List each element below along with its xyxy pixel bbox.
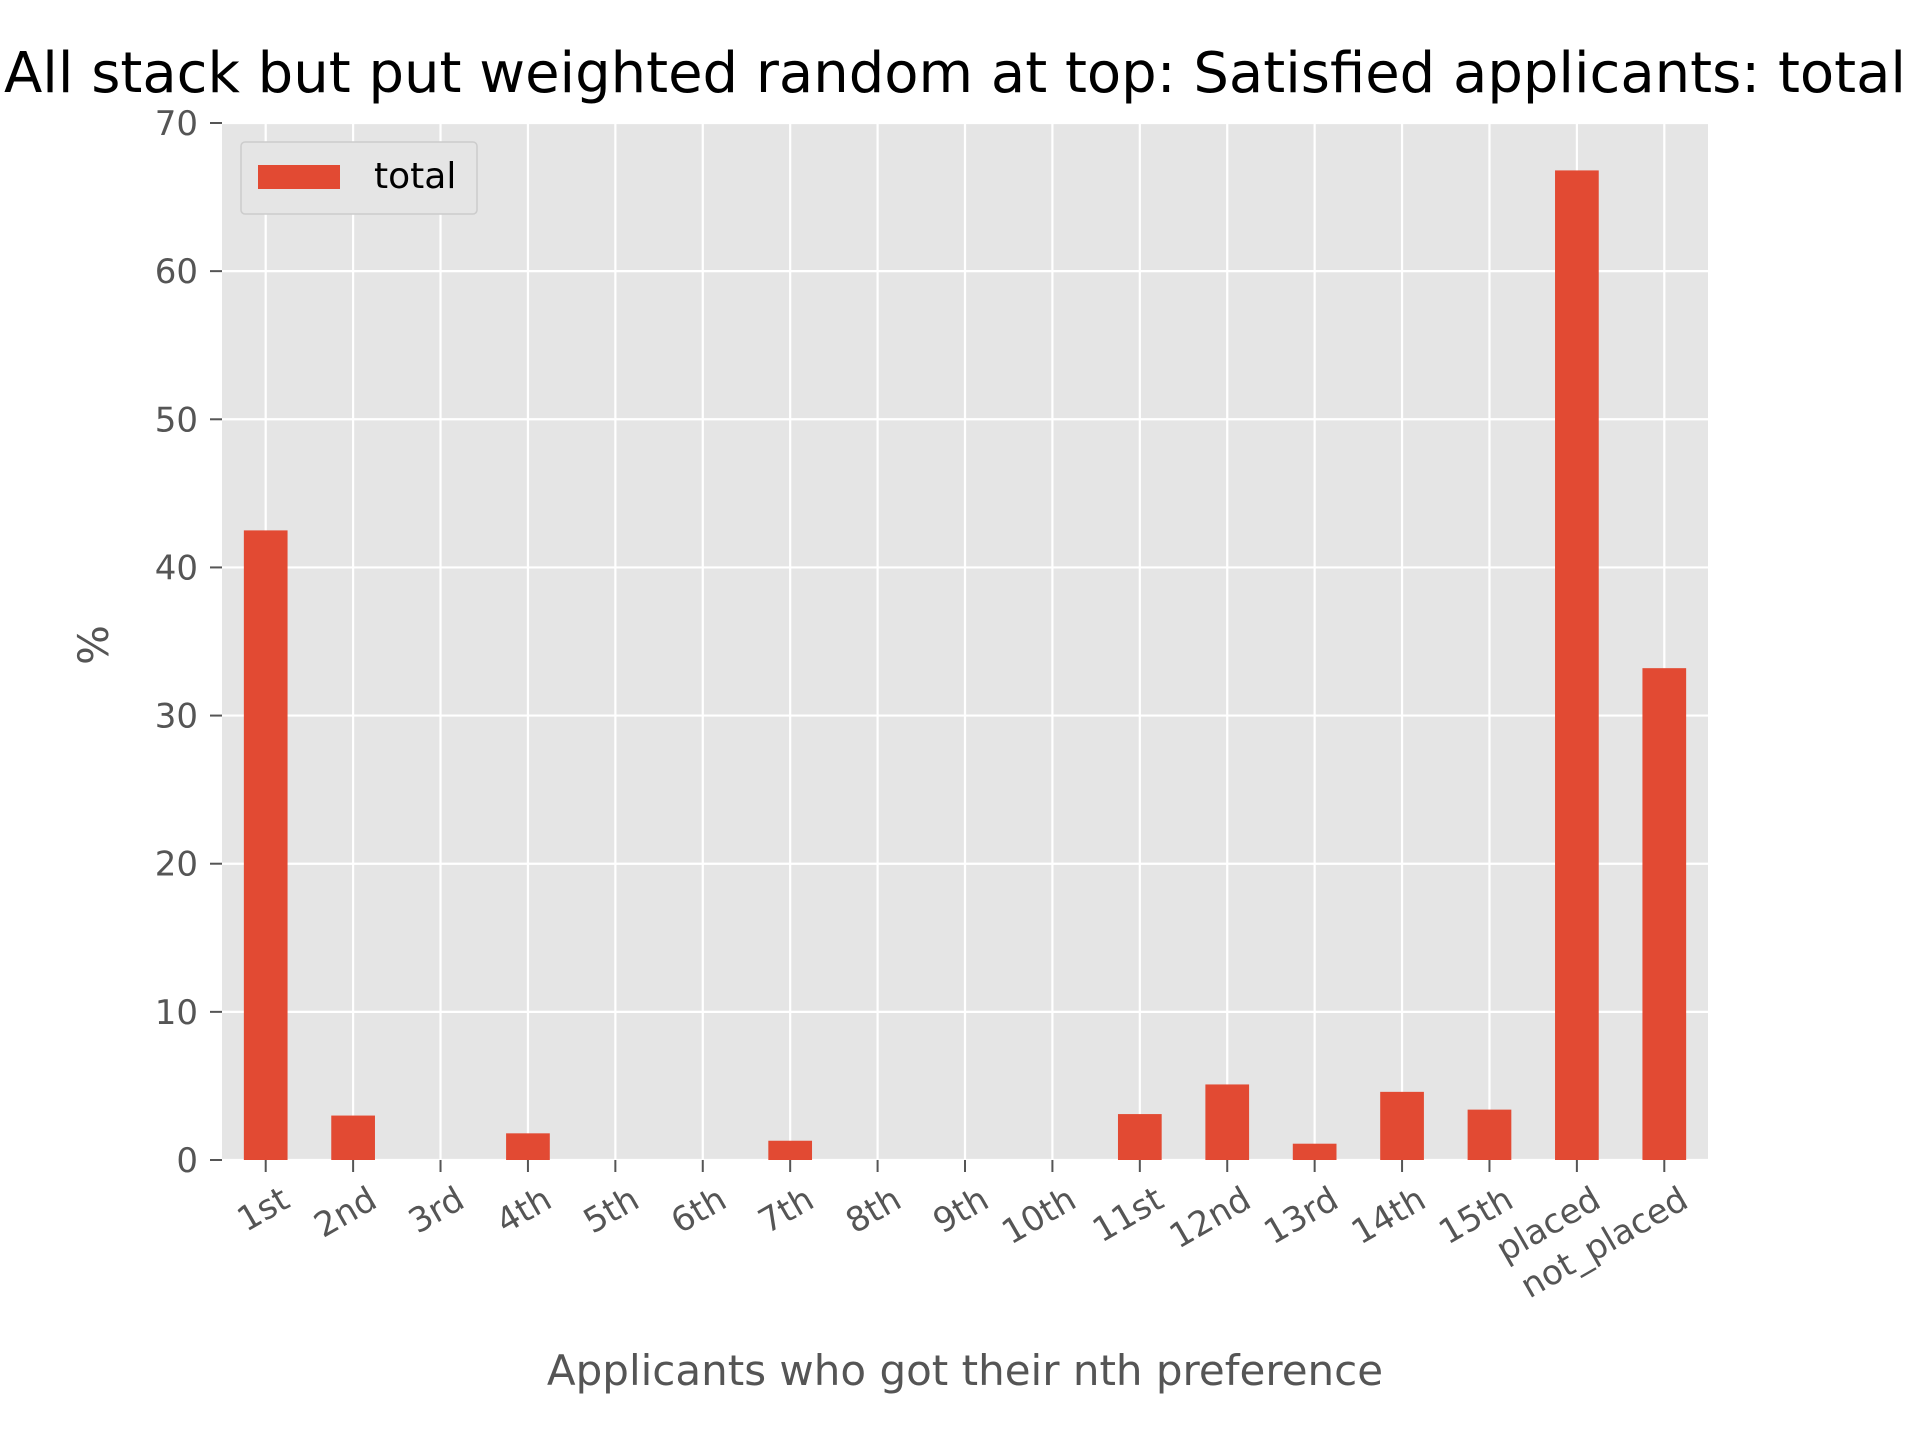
y-tick-label-30: 30 [155,697,198,737]
x-tick-label-3rd: 3rd [402,1179,471,1242]
chart-title: All stack but put weighted random at top… [4,41,1906,106]
legend-swatch-total [258,165,340,189]
y-tick-label-50: 50 [155,400,198,440]
x-tick-label-8th: 8th [839,1179,908,1242]
bar-not_placed [1642,668,1687,1160]
x-tick-label-12nd: 12nd [1163,1179,1258,1257]
x-tick-label-1st: 1st [231,1179,297,1240]
x-tick-label-2nd: 2nd [308,1179,384,1246]
y-axis-ticks: 0 10 20 30 40 50 60 70 [155,104,222,1181]
x-tick-label-10th: 10th [995,1179,1083,1253]
y-tick-label-10: 10 [155,993,198,1033]
bar-14th [1380,1091,1424,1160]
bar-2nd [331,1115,375,1160]
y-tick-label-40: 40 [155,548,198,588]
bars [243,170,1687,1161]
bar-placed [1555,170,1599,1161]
y-axis-label: % [69,625,118,665]
bar-15th [1467,1109,1512,1160]
y-tick-label-70: 70 [155,104,198,144]
legend-box [240,141,478,215]
x-tick-label-14th: 14th [1345,1179,1433,1253]
x-tick-label-13rd: 13rd [1257,1179,1345,1253]
x-tick-label-6th: 6th [664,1179,733,1242]
x-tick-label-9th: 9th [927,1179,996,1242]
x-tick-label-4th: 4th [489,1179,558,1242]
x-axis-label: Applicants who got their nth preference [547,1346,1383,1395]
grid-lines [222,121,1708,1162]
bar-7th [768,1140,813,1160]
x-tick-label-11st: 11st [1086,1179,1170,1251]
y-tick-label-0: 0 [176,1141,198,1181]
y-tick-label-60: 60 [155,252,198,292]
bar-11st [1117,1114,1162,1160]
x-tick-label-5th: 5th [577,1179,646,1242]
x-tick-label-7th: 7th [752,1179,821,1242]
bar-13rd [1292,1143,1337,1160]
y-tick-label-20: 20 [155,845,198,885]
bar-1st [243,530,288,1160]
legend-label-total: total [374,156,456,197]
bar-4th [506,1133,550,1160]
legend: total [240,141,478,215]
bar-12nd [1205,1084,1250,1160]
